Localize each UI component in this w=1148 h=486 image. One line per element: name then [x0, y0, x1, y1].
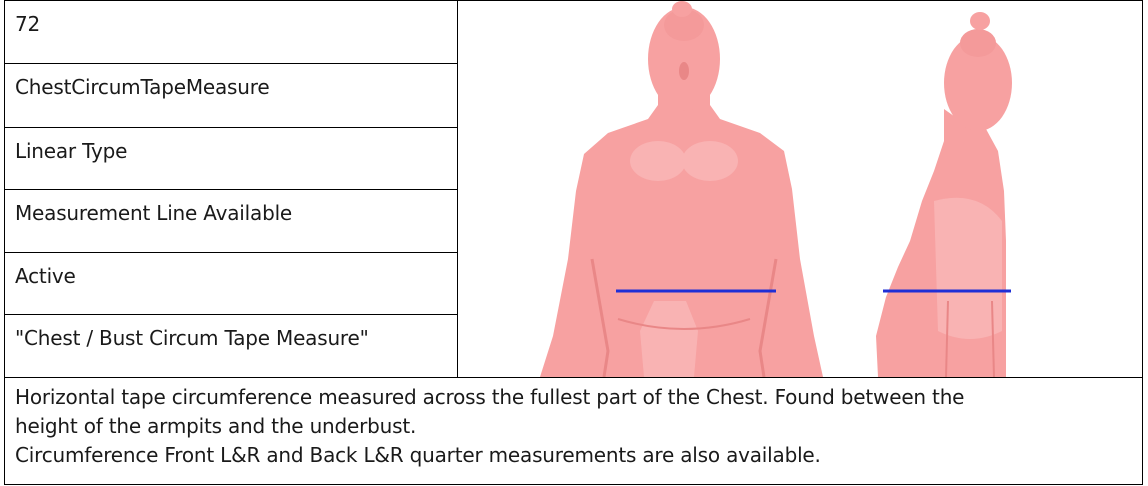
description-line-2: height of the armpits and the underbust.: [15, 414, 417, 438]
body-figure-svg: [540, 1, 1012, 377]
front-view-body: [540, 1, 823, 377]
body-figure: [458, 1, 1142, 377]
measurement-id: 72: [5, 1, 457, 64]
measurement-line-status: Measurement Line Available: [5, 190, 457, 253]
measurement-sheet: 72 ChestCircumTapeMeasure Linear Type Me…: [4, 0, 1143, 485]
measurement-type: Linear Type: [5, 128, 457, 190]
measurement-info-table: 72 ChestCircumTapeMeasure Linear Type Me…: [4, 0, 1143, 378]
measurement-display-name: "Chest / Bust Circum Tape Measure": [15, 326, 369, 350]
description-line-1: Horizontal tape circumference measured a…: [15, 385, 965, 409]
measurement-description: Horizontal tape circumference measured a…: [4, 377, 1143, 485]
measurement-status: Active: [5, 253, 457, 315]
description-line-3: Circumference Front L&R and Back L&R qua…: [15, 443, 821, 467]
column-divider: [457, 1, 458, 377]
side-view-body: [876, 12, 1012, 377]
measurement-name: ChestCircumTapeMeasure: [5, 64, 457, 128]
measurement-fields: 72 ChestCircumTapeMeasure Linear Type Me…: [5, 1, 457, 377]
